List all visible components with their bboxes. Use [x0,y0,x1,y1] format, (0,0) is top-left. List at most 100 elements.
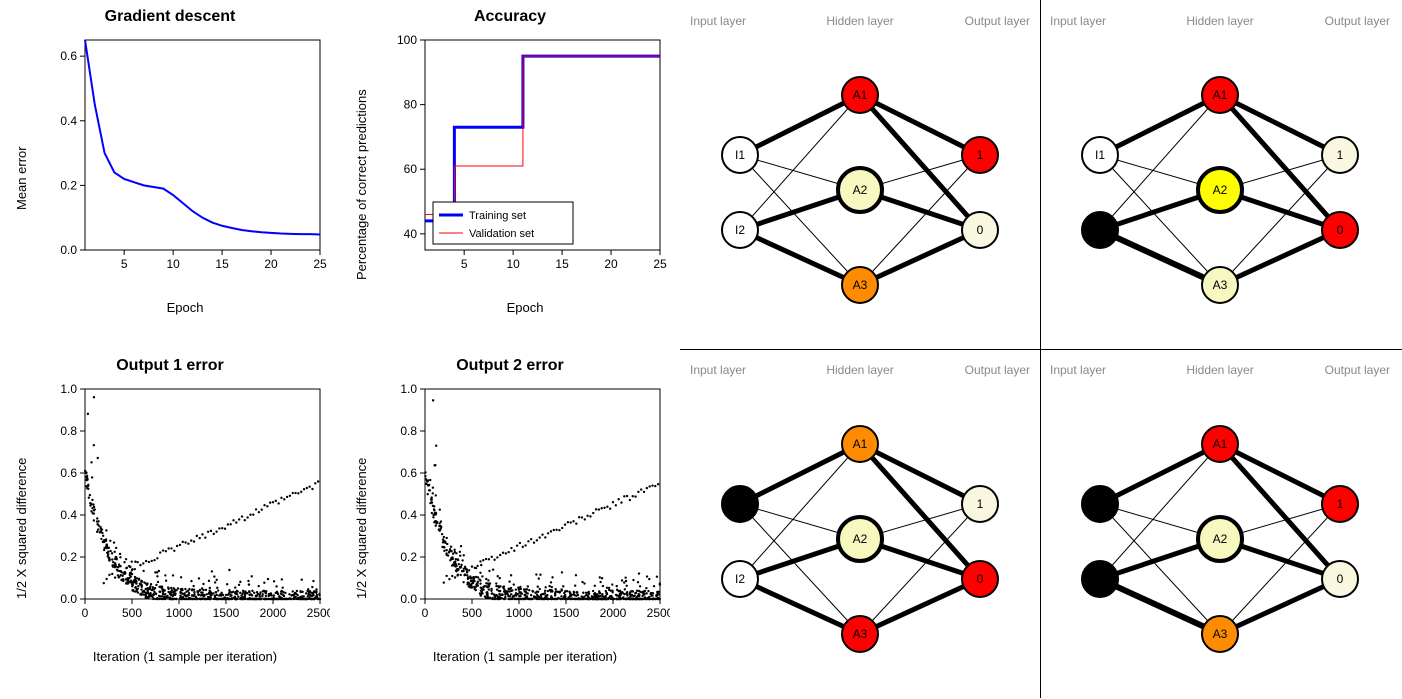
panel-output2-error: Output 2 error 1/2 X squared difference … [340,349,680,698]
x-axis-label: Iteration (1 sample per iteration) [380,649,670,664]
svg-text:A2: A2 [853,532,868,546]
svg-text:1500: 1500 [553,606,580,620]
svg-text:0.4: 0.4 [60,114,77,128]
svg-text:Hidden layer: Hidden layer [1186,363,1253,377]
svg-text:1500: 1500 [213,606,240,620]
svg-text:I2: I2 [735,223,745,237]
svg-text:I2: I2 [1095,223,1105,237]
svg-text:25: 25 [313,257,327,271]
svg-text:10: 10 [506,257,520,271]
svg-text:Validation set: Validation set [469,228,534,240]
y-axis-label: Percentage of correct predictions [354,89,369,280]
svg-text:0.0: 0.0 [400,592,417,606]
chart-title: Gradient descent [0,8,340,26]
svg-text:1: 1 [1337,148,1344,162]
svg-text:500: 500 [462,606,482,620]
x-axis-label: Epoch [380,300,670,315]
svg-text:15: 15 [555,257,569,271]
svg-text:Input layer: Input layer [690,363,746,377]
svg-text:0.6: 0.6 [60,466,77,480]
svg-text:2500: 2500 [307,606,330,620]
svg-text:1: 1 [977,497,984,511]
divider-horizontal [680,349,1402,350]
svg-text:2000: 2000 [600,606,627,620]
svg-text:0: 0 [1337,223,1344,237]
svg-text:0.0: 0.0 [60,592,77,606]
svg-text:A3: A3 [853,627,868,641]
output2-error-chart: 0 500 1000 1500 2000 2500 0.0 0.2 0.4 0.6 0.8 1.0 [380,379,670,639]
svg-text:0.4: 0.4 [60,508,77,522]
svg-text:0: 0 [82,606,89,620]
svg-text:I1: I1 [1095,497,1105,511]
svg-text:5: 5 [121,257,128,271]
panel-nn-2: Input layerHidden layerOutput layerI1I2A… [1040,0,1400,349]
svg-text:Training set: Training set [469,210,526,222]
svg-text:20: 20 [604,257,618,271]
svg-text:0.2: 0.2 [60,178,77,192]
panel-accuracy: Accuracy Percentage of correct predictio… [340,0,680,349]
nn-diagram: Input layerHidden layerOutput layerI1I2A… [1040,359,1400,699]
svg-text:0.6: 0.6 [60,49,77,63]
svg-text:A1: A1 [853,88,868,102]
svg-text:5: 5 [461,257,468,271]
svg-text:A3: A3 [1213,627,1228,641]
svg-text:Output layer: Output layer [965,14,1030,28]
svg-text:2500: 2500 [647,606,670,620]
panel-gradient-descent: Gradient descent Mean error 5101520250.0… [0,0,340,349]
panel-nn-4: Input layerHidden layerOutput layerI1I2A… [1040,349,1400,698]
svg-text:A2: A2 [1213,183,1228,197]
nn-diagram: Input layer Hidden layer Output layer I1 I2 A… [680,359,1040,699]
svg-text:0: 0 [977,223,984,237]
svg-text:0.4: 0.4 [400,508,417,522]
svg-text:500: 500 [122,606,142,620]
nn-diagram: Input layerHidden layerOutput layerI1I2A… [680,10,1040,350]
svg-text:25: 25 [653,257,667,271]
svg-text:I2: I2 [735,572,745,586]
svg-text:Hidden layer: Hidden layer [826,363,893,377]
svg-text:I1: I1 [1095,148,1105,162]
svg-text:A1: A1 [1213,88,1228,102]
x-axis-label: Epoch [40,300,330,315]
svg-text:A1: A1 [1213,437,1228,451]
svg-text:15: 15 [215,257,229,271]
svg-text:1.0: 1.0 [60,382,77,396]
nn-diagram: Input layerHidden layerOutput layerI1I2A… [1040,10,1400,350]
svg-text:0.8: 0.8 [60,424,77,438]
gradient-descent-chart: 5101520250.00.20.40.6 [40,30,330,290]
panel-nn-3: Input layer Hidden layer Output layer I1 I2 A… [680,349,1040,698]
svg-text:1000: 1000 [166,606,193,620]
svg-text:10: 10 [166,257,180,271]
svg-text:40: 40 [404,227,418,241]
svg-text:60: 60 [404,162,418,176]
x-axis-label: Iteration (1 sample per iteration) [40,649,330,664]
svg-text:Output layer: Output layer [1325,14,1390,28]
y-axis-label: 1/2 X squared difference [354,458,369,599]
svg-text:0: 0 [1337,572,1344,586]
svg-text:I2: I2 [1095,572,1105,586]
svg-text:I1: I1 [735,497,745,511]
panel-nn-1: Input layerHidden layerOutput layerI1I2A… [680,0,1040,349]
panel-output1-error: Output 1 error 1/2 X squared difference … [0,349,340,698]
svg-text:A3: A3 [853,278,868,292]
svg-text:0.2: 0.2 [60,550,77,564]
svg-text:A2: A2 [853,183,868,197]
svg-text:100: 100 [397,33,417,47]
y-axis-label: 1/2 X squared difference [14,458,29,599]
svg-text:Input layer: Input layer [690,14,746,28]
output1-error-chart: 0 500 1000 1500 2000 2500 0.0 0.2 0.4 0.6 0.8 1.0 [40,379,330,639]
svg-text:Output layer: Output layer [965,363,1030,377]
svg-text:0.6: 0.6 [400,466,417,480]
chart-title: Output 1 error [0,357,340,375]
svg-text:0: 0 [422,606,429,620]
y-axis-label: Mean error [14,146,29,210]
svg-text:0.2: 0.2 [400,550,417,564]
svg-text:1.0: 1.0 [400,382,417,396]
svg-text:1000: 1000 [506,606,533,620]
accuracy-chart: 5 10 15 20 25 40 60 80 100 Training set Validation… [380,30,670,290]
svg-text:2000: 2000 [260,606,287,620]
chart-title: Output 2 error [340,357,680,375]
svg-text:80: 80 [404,98,418,112]
svg-text:0: 0 [977,572,984,586]
svg-text:Hidden layer: Hidden layer [826,14,893,28]
svg-text:0.8: 0.8 [400,424,417,438]
